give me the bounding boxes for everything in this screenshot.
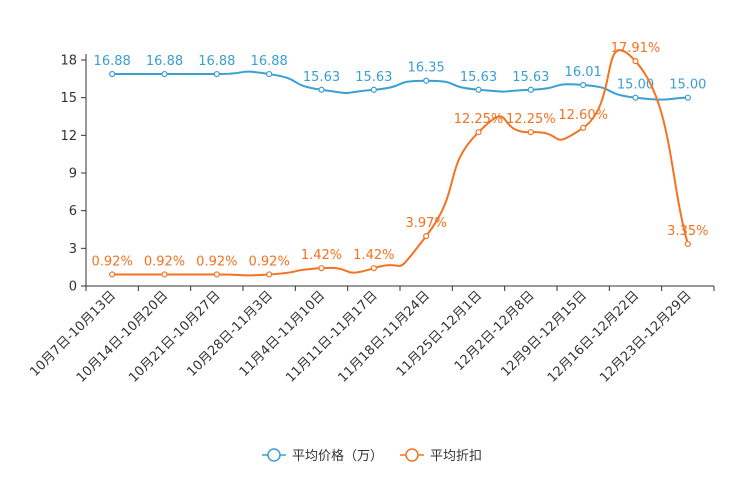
data-label: 15.63 <box>512 70 549 85</box>
data-point <box>424 234 429 239</box>
legend-item-avg-price[interactable]: 平均价格（万） <box>262 448 383 464</box>
x-tick-label: 12月23日-12月29日 <box>597 288 694 385</box>
data-point <box>633 95 638 100</box>
data-label: 16.01 <box>565 65 602 80</box>
y-tick-label: 9 <box>69 167 77 182</box>
data-label: 16.88 <box>198 54 235 69</box>
data-point <box>267 272 272 277</box>
data-point <box>685 95 690 100</box>
data-point <box>581 125 586 130</box>
data-label: 3.97% <box>406 216 447 231</box>
legend-item-avg-discount[interactable]: 平均折扣 <box>400 449 482 464</box>
data-label: 12.25% <box>454 112 504 127</box>
data-point <box>633 59 638 64</box>
data-label: 1.42% <box>353 248 394 263</box>
x-tick-label: 11月18日-11月24日 <box>336 288 433 385</box>
y-tick-label: 15 <box>60 91 77 106</box>
series-layer: 16.88 16.88 16.88 16.88 15.63 15.63 16.35 15.63… <box>92 41 709 277</box>
y-tick-label: 12 <box>60 129 77 144</box>
data-label: 1.42% <box>301 248 342 263</box>
x-tick-label: 12月16日-12月22日 <box>545 288 642 385</box>
y-tick-label: 3 <box>69 242 77 257</box>
data-point <box>319 266 324 271</box>
data-label: 16.88 <box>146 54 183 69</box>
data-point <box>424 78 429 83</box>
data-point <box>685 241 690 246</box>
data-label: 15.63 <box>303 70 340 85</box>
legend[interactable]: 平均价格（万） 平均折扣 <box>262 448 482 464</box>
data-point <box>476 87 481 92</box>
legend-marker-icon <box>406 449 418 461</box>
y-tick-label: 0 <box>69 280 77 295</box>
data-point <box>162 72 167 77</box>
data-point <box>267 72 272 77</box>
data-point <box>371 266 376 271</box>
data-point <box>476 130 481 135</box>
x-tick-label: 10月14日-10月20日 <box>74 288 171 385</box>
data-point <box>162 272 167 277</box>
data-label: 17.91% <box>611 41 661 56</box>
data-point <box>528 87 533 92</box>
data-label: 15.00 <box>669 78 706 93</box>
legend-marker-icon <box>268 449 280 461</box>
legend-label: 平均价格（万） <box>292 448 383 464</box>
y-tick-label: 18 <box>60 54 77 69</box>
data-label: 0.92% <box>249 254 290 269</box>
x-tick-label: 11月11日-11月17日 <box>283 288 380 385</box>
data-label: 3.35% <box>667 224 708 239</box>
data-point <box>319 87 324 92</box>
data-label: 16.88 <box>94 54 131 69</box>
data-label: 0.92% <box>196 254 237 269</box>
x-tick-label: 10月7日-10月13日 <box>27 288 119 380</box>
data-point <box>214 272 219 277</box>
data-label: 12.60% <box>558 108 608 123</box>
series-avg-price: 16.88 16.88 16.88 16.88 15.63 15.63 16.35 15.63… <box>94 54 707 100</box>
data-point <box>528 130 533 135</box>
data-label: 15.63 <box>355 70 392 85</box>
data-point <box>110 272 115 277</box>
data-point <box>110 72 115 77</box>
data-point <box>371 87 376 92</box>
data-label: 12.25% <box>506 112 556 127</box>
data-label: 0.92% <box>144 254 185 269</box>
series-avg-discount: 0.92% 0.92% 0.92% 0.92% 1.42% 1.42% 3.97% 12.25… <box>92 41 709 277</box>
axes: 0 3 6 9 12 15 18 10月7日-10月13日10月14日-10月20日10月21… <box>27 54 714 386</box>
data-point <box>214 72 219 77</box>
y-tick-label: 6 <box>69 204 77 219</box>
data-label: 15.63 <box>460 70 497 85</box>
x-tick-label: 10月21日-10月27日 <box>126 288 223 385</box>
data-label: 16.88 <box>251 54 288 69</box>
data-label: 16.35 <box>408 61 445 76</box>
line-chart: 0 3 6 9 12 15 18 10月7日-10月13日10月14日-10月20日10月21… <box>0 0 744 496</box>
data-label: 0.92% <box>92 254 133 269</box>
legend-label: 平均折扣 <box>430 449 482 464</box>
data-point <box>581 82 586 87</box>
